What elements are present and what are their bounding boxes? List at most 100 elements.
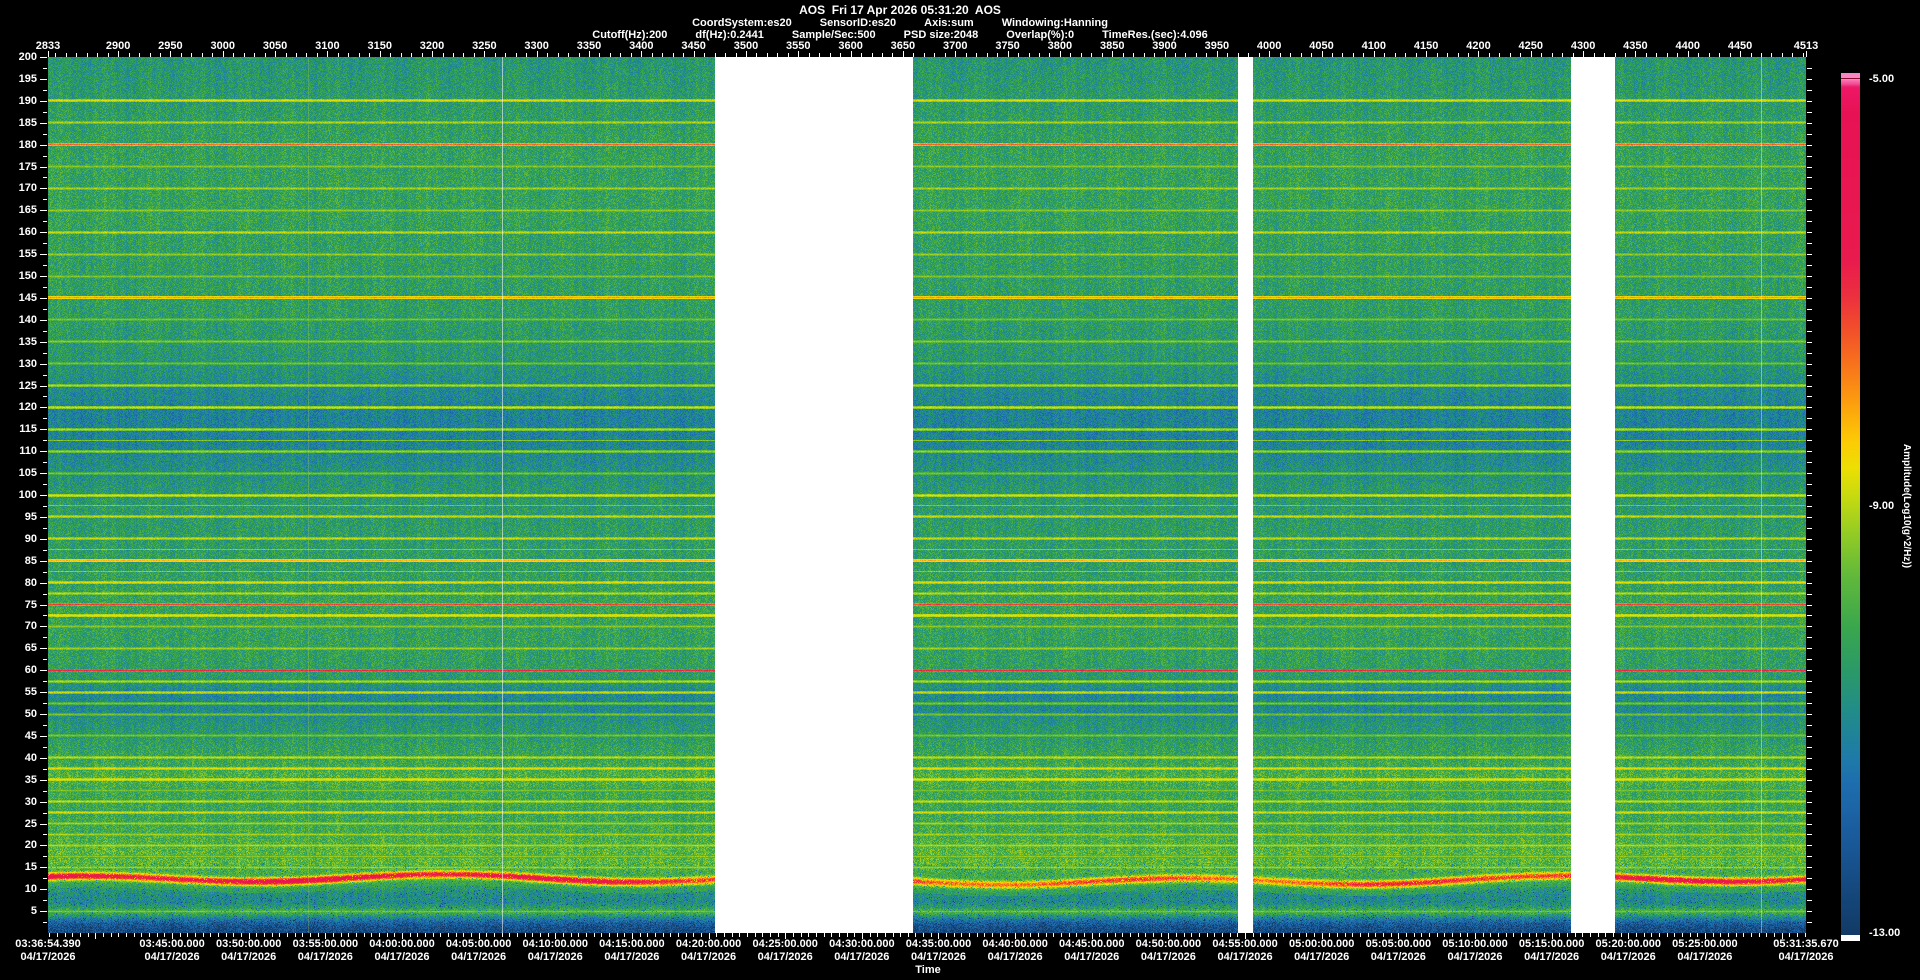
date-value: 04/17/2026 <box>987 951 1043 963</box>
time-axis-tick <box>1183 933 1185 937</box>
time-axis-tick <box>1589 933 1591 937</box>
time-axis-tick <box>1176 933 1178 937</box>
x-axis-minor-tick <box>1530 53 1532 57</box>
time-axis-tick <box>930 933 932 937</box>
x-axis-minor-tick <box>1551 53 1553 57</box>
y-axis-right-tick <box>1807 221 1812 223</box>
y-axis-right-tick <box>1807 735 1812 737</box>
time-axis-tick <box>1245 933 1247 939</box>
x-axis-tick-label: 2950 <box>158 40 183 52</box>
x-axis-minor-tick <box>400 53 402 57</box>
x-axis-minor-tick <box>871 53 873 57</box>
time-axis-tick <box>1091 933 1093 939</box>
time-axis-tick <box>1459 933 1461 937</box>
date-value: 04/17/2026 <box>1064 951 1120 963</box>
x-axis-minor-tick <box>1740 53 1742 57</box>
x-axis-minor-tick <box>787 53 789 57</box>
x-axis-minor-tick <box>526 53 528 57</box>
x-axis-tick-label: 3150 <box>367 40 392 52</box>
time-value: 04:05:00.000 <box>445 938 512 950</box>
time-tick-label: 04:45:00.000 04/17/2026 <box>1059 938 1124 964</box>
y-axis-right-tick <box>1807 166 1812 168</box>
time-axis-tick <box>424 933 426 937</box>
x-axis-minor-tick <box>976 53 978 57</box>
time-axis-tick <box>325 933 327 939</box>
y-axis-right-tick <box>1807 856 1812 858</box>
time-axis-tick <box>356 933 357 937</box>
time-axis-tick <box>1099 933 1101 937</box>
y-axis-tick-label: 120 <box>18 401 37 414</box>
time-tick-label: 04:25:00.000 04/17/2026 <box>752 938 817 964</box>
header-setting: CoordSystem:es20 <box>692 17 792 29</box>
header-param: TimeRes.(sec):4.096 <box>1102 29 1208 41</box>
time-axis-tick <box>302 933 304 937</box>
x-axis-minor-tick <box>1415 53 1417 57</box>
time-axis-tick <box>509 933 511 937</box>
time-tick-label: 03:45:00.000 04/17/2026 <box>139 938 204 964</box>
time-axis-tick <box>685 933 687 937</box>
x-axis-minor-tick <box>369 53 371 57</box>
time-axis-tick <box>95 933 97 939</box>
y-axis-tick-label: 65 <box>24 642 37 655</box>
x-axis-minor-tick <box>1583 53 1585 57</box>
time-axis-tick <box>64 933 66 937</box>
x-axis-minor-tick <box>1080 53 1082 57</box>
time-axis-tick <box>1137 933 1139 937</box>
time-axis-tick <box>1612 933 1614 937</box>
date-value: 04/17/2026 <box>221 951 277 963</box>
y-axis-right-tick <box>1807 418 1812 420</box>
time-axis-tick <box>516 933 518 937</box>
time-axis-tick <box>1551 933 1553 939</box>
x-axis-tick-label: 3900 <box>1152 40 1177 52</box>
x-axis-minor-tick <box>1070 53 1072 57</box>
x-axis-minor-tick <box>170 53 172 57</box>
time-axis-tick <box>539 933 541 937</box>
x-axis-minor-tick <box>609 53 611 57</box>
time-axis-tick <box>1773 933 1775 937</box>
time-axis-tick <box>1697 933 1699 937</box>
time-tick-label: 05:31:35.670 04/17/2026 <box>1773 938 1838 964</box>
time-axis-tick <box>762 933 764 937</box>
x-axis-tick-label: 3700 <box>943 40 968 52</box>
x-axis-minor-tick <box>850 53 852 57</box>
time-axis-tick <box>210 933 212 937</box>
x-axis-minor-tick <box>1781 53 1783 57</box>
time-axis-tick <box>1084 933 1086 937</box>
y-axis-right-tick <box>1807 768 1812 770</box>
x-axis-tick-label: 2833 <box>35 40 61 52</box>
x-axis-minor-tick <box>986 53 988 57</box>
y-axis-minor-tick <box>43 462 47 464</box>
time-value: 04:15:00.000 <box>599 938 665 950</box>
y-axis-right-tick <box>1807 834 1812 836</box>
date-value: 04/17/2026 <box>1677 951 1733 963</box>
time-value: 04:35:00.000 <box>905 938 972 950</box>
y-axis-right-tick <box>1807 243 1812 245</box>
y-axis-tick-label: 40 <box>24 751 37 764</box>
y-axis-major-tick <box>40 538 47 540</box>
time-value: 03:36:54.390 <box>15 938 81 950</box>
time-value: 04:00:00.000 <box>369 938 435 950</box>
time-axis-tick <box>1451 933 1453 937</box>
spectrogram-canvas[interactable] <box>48 57 1806 933</box>
x-axis-minor-tick <box>965 53 967 57</box>
time-axis-tick <box>1153 933 1155 937</box>
time-axis-tick <box>1298 933 1300 937</box>
time-axis-tick <box>1383 933 1385 937</box>
date-value: 04/17/2026 <box>527 951 583 963</box>
x-axis-minor-tick <box>1405 53 1407 57</box>
y-axis-right-tick <box>1807 527 1812 529</box>
x-axis-minor-tick <box>442 53 444 57</box>
time-axis-tick <box>287 933 289 937</box>
y-axis-major-tick <box>40 407 47 409</box>
time-axis-tick <box>1513 933 1515 937</box>
y-axis-tick-label: 195 <box>18 72 37 85</box>
time-value: 05:10:00.000 <box>1442 938 1508 950</box>
x-axis-minor-tick <box>1750 53 1752 57</box>
x-axis-tick-label: 4400 <box>1675 40 1700 52</box>
time-axis-tick <box>585 933 587 937</box>
time-axis-tick <box>578 933 580 937</box>
time-axis-tick <box>1444 933 1446 937</box>
time-axis-tick <box>294 933 296 937</box>
time-axis-tick <box>87 933 89 937</box>
y-axis-right-tick <box>1807 122 1812 124</box>
